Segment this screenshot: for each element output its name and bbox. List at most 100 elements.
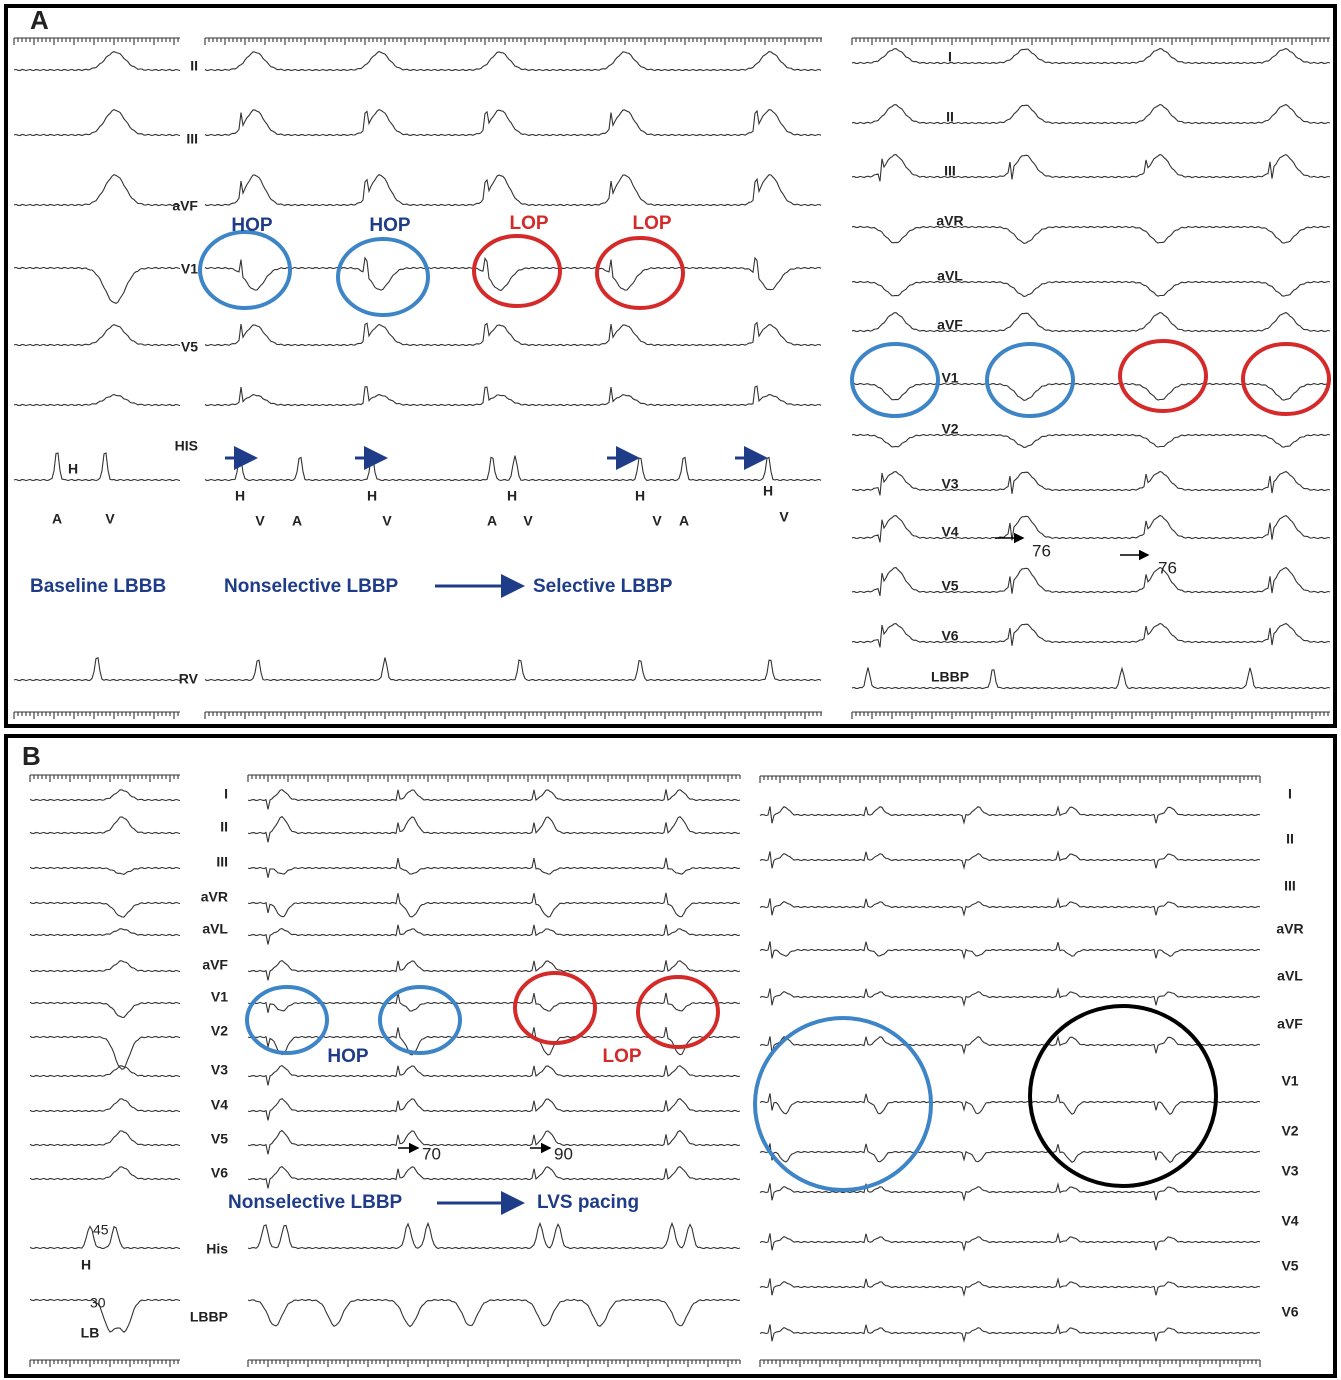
ecg-trace (760, 1036, 1260, 1053)
lead-label: II (1286, 831, 1294, 847)
ecg-trace (248, 1299, 740, 1326)
ecg-trace (205, 110, 821, 136)
lead-label: aVR (201, 889, 228, 905)
ecg-trace (205, 456, 821, 481)
event-marker: H (507, 488, 517, 504)
lead-label: V3 (211, 1062, 228, 1078)
ruler (852, 712, 1330, 719)
ecg-trace (852, 516, 1330, 543)
ecg-trace (852, 155, 1330, 182)
event-marker: V (382, 513, 392, 529)
ecg-trace (248, 1027, 740, 1055)
lead-label: HIS (175, 438, 198, 454)
hop-label: HOP (327, 1046, 369, 1067)
event-marker: V (255, 513, 265, 529)
lead-label: V4 (211, 1097, 228, 1113)
event-marker: H (235, 488, 245, 504)
lead-label: III (1284, 878, 1296, 894)
interval-label: 70 (422, 1144, 441, 1163)
lead-label: aVF (202, 957, 228, 973)
lead-label: II (190, 58, 198, 74)
ecg-trace (14, 52, 180, 71)
caption: Selective LBBP (533, 576, 673, 597)
ruler (248, 775, 740, 782)
ruler (30, 775, 180, 782)
ecg-trace (14, 658, 180, 681)
ruler (205, 712, 822, 719)
lead-label: LBBP (190, 1309, 228, 1325)
lead-label: aVL (1277, 968, 1303, 984)
hop-label: HOP (231, 215, 273, 236)
lead-label: II (220, 819, 228, 835)
ecg-trace (760, 1093, 1260, 1114)
hop-circle (852, 344, 938, 416)
lead-label: V6 (211, 1165, 228, 1181)
lop-circle (515, 973, 595, 1043)
lop-circle (638, 977, 718, 1047)
lead-label: I (1288, 786, 1292, 802)
lead-label: V5 (1281, 1258, 1298, 1274)
hop-circle (247, 987, 327, 1053)
lead-label: V4 (941, 524, 958, 540)
lead-label: V1 (181, 261, 198, 277)
event-marker: H (635, 488, 645, 504)
ecg-trace (205, 658, 821, 681)
event-marker: H (763, 483, 773, 499)
hop-circle (755, 1018, 931, 1190)
ecg-trace (30, 1036, 180, 1069)
ecg-trace (760, 1183, 1260, 1200)
panel-label: A (30, 5, 49, 35)
ecg-trace (30, 867, 180, 874)
lead-label: LBBP (931, 669, 969, 685)
lead-label: aVR (1276, 921, 1303, 937)
ecg-trace (30, 1131, 180, 1146)
lead-label: V5 (211, 1131, 228, 1147)
ecg-trace (248, 817, 740, 843)
ecg-trace (248, 1065, 740, 1085)
lead-label: V6 (1281, 1304, 1298, 1320)
event-marker: A (487, 513, 497, 529)
ecg-trace (205, 386, 821, 405)
ecg-trace (852, 434, 1330, 447)
ruler (852, 38, 1330, 45)
ecg-trace (760, 941, 1260, 958)
ecg-trace (760, 806, 1260, 823)
hop-circle (338, 239, 428, 315)
lop-label: LOP (509, 213, 548, 234)
ecg-trace (248, 789, 740, 809)
lead-label: V4 (1281, 1213, 1298, 1229)
lead-label: I (224, 786, 228, 802)
event-marker: H (367, 488, 377, 504)
ruler (760, 776, 1260, 783)
hop-circle (987, 344, 1073, 416)
lead-label: V2 (941, 421, 958, 437)
lead-label: aVF (937, 317, 963, 333)
interval-label: 76 (1032, 541, 1051, 560)
ecg-trace (852, 624, 1330, 648)
ecg-trace (852, 105, 1330, 124)
caption: Baseline LBBB (30, 576, 166, 597)
ecg-trace (852, 313, 1330, 332)
caption: Nonselective LBBP (224, 576, 399, 597)
lead-label: III (216, 854, 228, 870)
ecg-trace (760, 1324, 1260, 1341)
panel-b-frame (6, 736, 1335, 1376)
ecg-trace (248, 858, 740, 878)
ruler (14, 712, 180, 719)
ecg-trace (248, 893, 740, 917)
lead-label: V3 (1281, 1163, 1298, 1179)
ecg-trace (760, 1233, 1260, 1250)
ruler (248, 1360, 740, 1367)
ecg-trace (248, 925, 740, 945)
lop-label: LOP (632, 213, 671, 234)
ecg-trace (30, 961, 180, 972)
ecg-trace (248, 1131, 740, 1155)
figure: A B IIIIIaVFV1V5HISRVHAVHVAHVAHVHVAHVHOP… (0, 0, 1341, 1380)
lop-circle (597, 238, 683, 308)
event-marker: LB (81, 1325, 100, 1341)
ecg-trace (30, 790, 180, 801)
lop-circle (1243, 344, 1329, 414)
lop-circle (1120, 341, 1206, 411)
event-marker: A (52, 511, 62, 527)
ecg-trace (760, 988, 1260, 1005)
